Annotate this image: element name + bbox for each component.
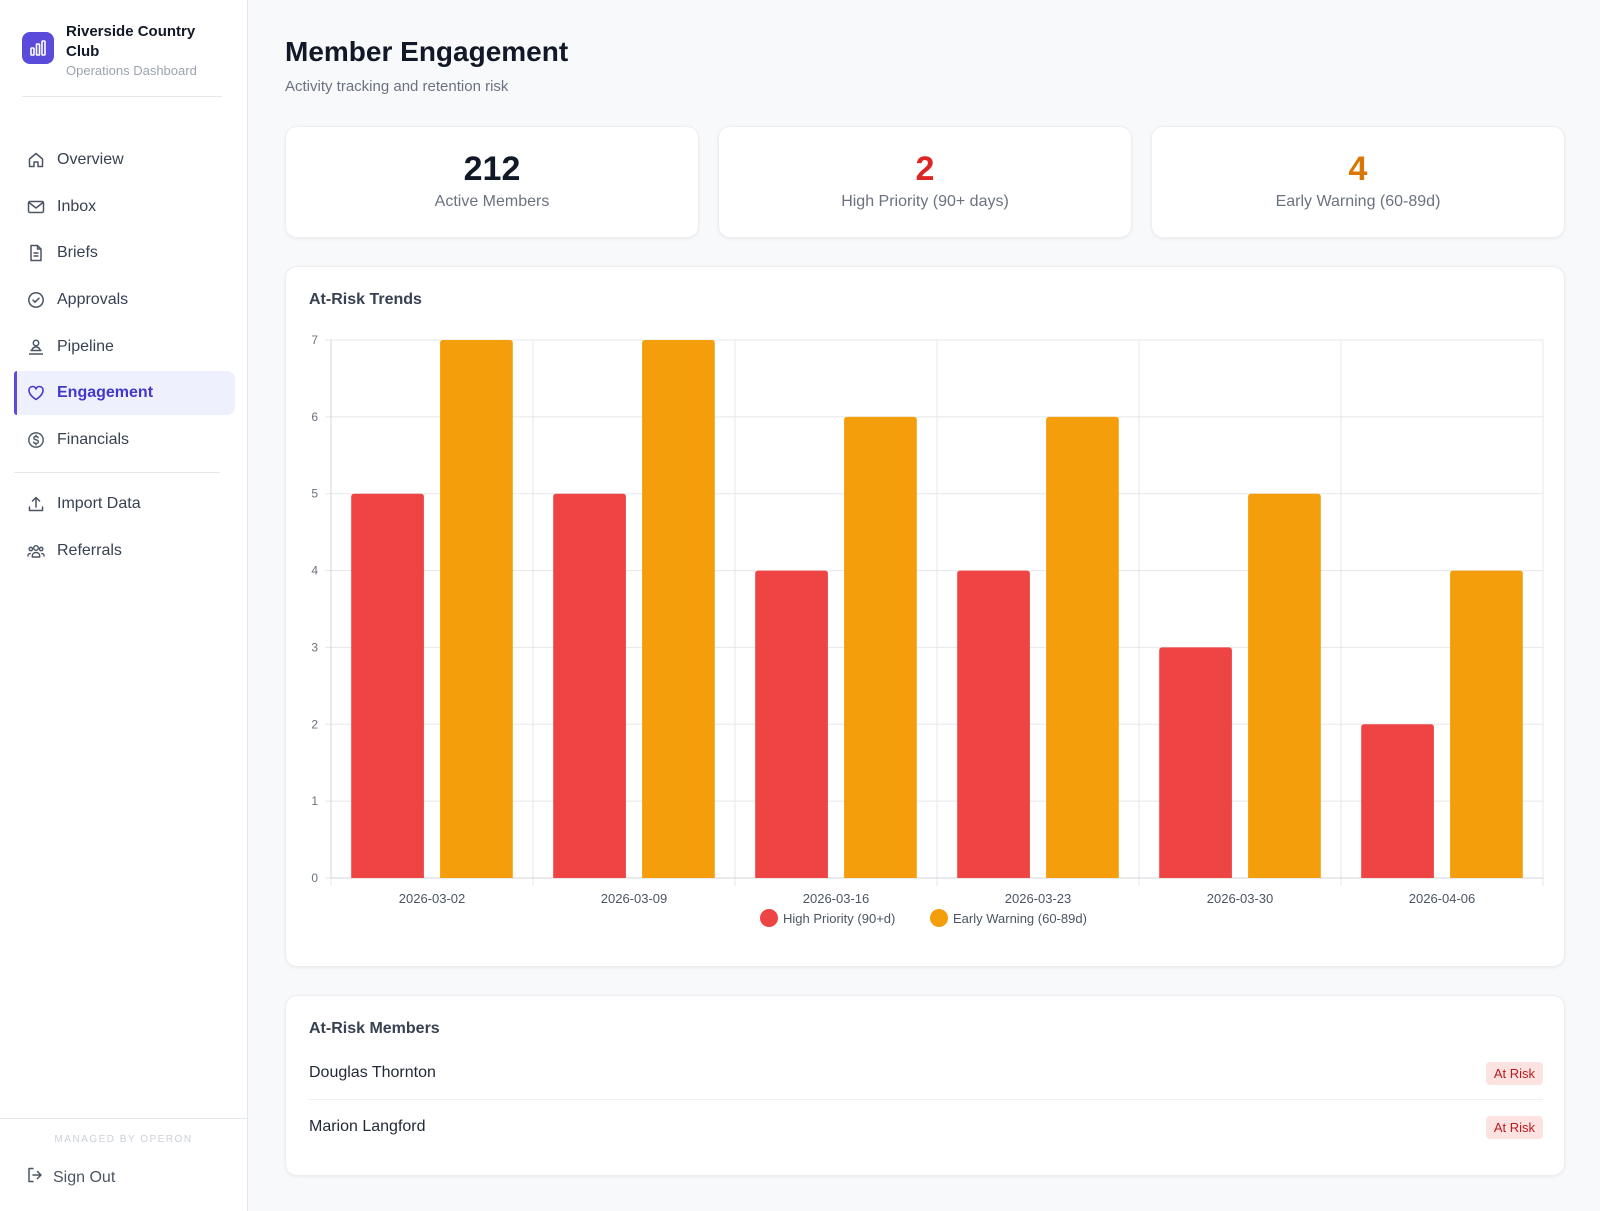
- y-tick-label: 5: [311, 487, 318, 501]
- divider: [22, 96, 222, 97]
- x-tick-label: 2026-03-09: [601, 891, 668, 906]
- status-badge: At Risk: [1485, 1115, 1543, 1139]
- legend-swatch: [930, 909, 948, 927]
- list-title: At-Risk Members: [309, 1020, 440, 1037]
- bar: [844, 416, 917, 878]
- bar: [642, 340, 715, 878]
- chart-title: At-Risk Trends: [309, 291, 422, 308]
- sidebar-item-label: Financials: [57, 431, 130, 449]
- sign-out-button[interactable]: Sign Out: [26, 1166, 115, 1189]
- bar: [1046, 416, 1119, 878]
- upload-icon: [26, 494, 46, 514]
- sidebar-item-label: Inbox: [57, 197, 97, 215]
- sidebar-item-approvals[interactable]: Approvals: [14, 278, 235, 322]
- x-tick-label: 2026-03-30: [1207, 891, 1274, 906]
- legend-label: High Priority (90+d): [783, 911, 895, 926]
- sidebar-item-pipeline[interactable]: Pipeline: [14, 325, 235, 369]
- member-name: Douglas Thornton: [309, 1064, 436, 1081]
- bar: [553, 493, 626, 878]
- bar: [1361, 724, 1434, 878]
- stat-label: Active Members: [434, 193, 550, 210]
- at-risk-members-card: At-Risk Members Douglas Thornton At Risk…: [285, 995, 1565, 1176]
- dollar-circle-icon: [26, 430, 46, 450]
- stat-label: High Priority (90+ days): [841, 193, 1009, 210]
- pipeline-icon: [26, 337, 46, 357]
- bar: [351, 493, 424, 878]
- stat-value: 212: [463, 150, 521, 188]
- sidebar-item-inbox[interactable]: Inbox: [14, 185, 235, 229]
- sidebar-item-label: Overview: [57, 151, 124, 168]
- y-tick-label: 1: [311, 794, 318, 808]
- users-icon: [26, 541, 46, 561]
- bar: [1450, 570, 1523, 878]
- brand-subtitle: Operations Dashboard: [66, 63, 197, 78]
- stat-card-high-priority: 2 High Priority (90+ days): [718, 126, 1132, 238]
- managed-by-text: MANAGED BY OPERON: [54, 1134, 193, 1145]
- sidebar-nav-secondary: Import Data Referrals: [14, 482, 235, 575]
- stat-value: 2: [915, 150, 935, 188]
- sidebar-item-briefs[interactable]: Briefs: [14, 231, 235, 275]
- stat-label: Early Warning (60-89d): [1275, 193, 1441, 210]
- y-tick-label: 6: [311, 410, 318, 424]
- bar: [957, 570, 1030, 878]
- stat-card-active-members: 212 Active Members: [285, 126, 699, 238]
- brand: Riverside Country Club Operations Dashbo…: [22, 22, 216, 79]
- x-tick-label: 2026-03-23: [1005, 891, 1072, 906]
- bar: [440, 340, 513, 878]
- heart-icon: [26, 383, 46, 403]
- stat-card-early-warning: 4 Early Warning (60-89d): [1151, 126, 1565, 238]
- divider: [14, 472, 220, 473]
- sidebar-item-label: Referrals: [57, 541, 122, 559]
- page-title: Member Engagement: [285, 36, 569, 67]
- sidebar-item-engagement[interactable]: Engagement: [14, 371, 235, 416]
- member-name: Marion Langford: [309, 1118, 426, 1135]
- x-tick-label: 2026-03-16: [803, 891, 870, 906]
- sidebar-item-overview[interactable]: Overview: [14, 138, 235, 182]
- y-tick-label: 7: [311, 333, 318, 347]
- bar-chart-icon: [22, 32, 54, 64]
- sign-out-icon: [26, 1166, 44, 1189]
- document-icon: [26, 243, 46, 263]
- list-item[interactable]: Marion Langford At Risk: [309, 1100, 1543, 1154]
- check-circle-icon: [26, 290, 46, 310]
- sidebar: Riverside Country Club Operations Dashbo…: [0, 0, 248, 1211]
- sidebar-item-label: Briefs: [57, 244, 98, 262]
- sign-out-label: Sign Out: [53, 1168, 116, 1186]
- stat-value: 4: [1348, 150, 1368, 188]
- page-subtitle: Activity tracking and retention risk: [285, 78, 509, 95]
- divider: [0, 1118, 247, 1119]
- sidebar-item-financials[interactable]: Financials: [14, 418, 235, 462]
- y-tick-label: 3: [311, 640, 318, 654]
- brand-name: Riverside Country Club: [66, 23, 196, 60]
- list-item[interactable]: Douglas Thornton At Risk: [309, 1046, 1543, 1100]
- legend-swatch: [760, 909, 778, 927]
- home-icon: [26, 150, 46, 170]
- bar: [755, 570, 828, 878]
- y-tick-label: 4: [311, 564, 318, 578]
- sidebar-nav: Overview Inbox Briefs Approvals Pipeline: [14, 138, 235, 465]
- sidebar-item-import-data[interactable]: Import Data: [14, 482, 235, 526]
- legend-label: Early Warning (60-89d): [953, 911, 1087, 926]
- divider: [309, 1099, 1543, 1100]
- bar: [1248, 493, 1321, 878]
- x-tick-label: 2026-03-02: [399, 891, 466, 906]
- sidebar-item-label: Import Data: [57, 495, 141, 512]
- sidebar-item-label: Approvals: [57, 291, 129, 309]
- sidebar-item-label: Engagement: [57, 384, 154, 402]
- sidebar-item-referrals[interactable]: Referrals: [14, 529, 235, 573]
- x-tick-label: 2026-04-06: [1409, 891, 1476, 906]
- sidebar-item-label: Pipeline: [57, 337, 114, 355]
- mail-icon: [26, 197, 46, 217]
- at-risk-trends-chart: 0 1 2 3 4 5 6 7 2026-03-02 2026-03-09 2026-03-16 20…: [311, 333, 1544, 927]
- y-tick-label: 2: [311, 717, 318, 731]
- at-risk-trends-card: At-Risk Trends 0 1 2 3 4 5 6 7 2026-03-02 2026-03…: [285, 266, 1565, 967]
- status-badge: At Risk: [1485, 1061, 1543, 1085]
- bar: [1159, 647, 1232, 878]
- y-tick-label: 0: [311, 871, 318, 885]
